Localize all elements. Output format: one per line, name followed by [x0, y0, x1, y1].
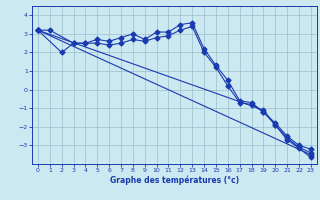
X-axis label: Graphe des températures (°c): Graphe des températures (°c)	[110, 176, 239, 185]
